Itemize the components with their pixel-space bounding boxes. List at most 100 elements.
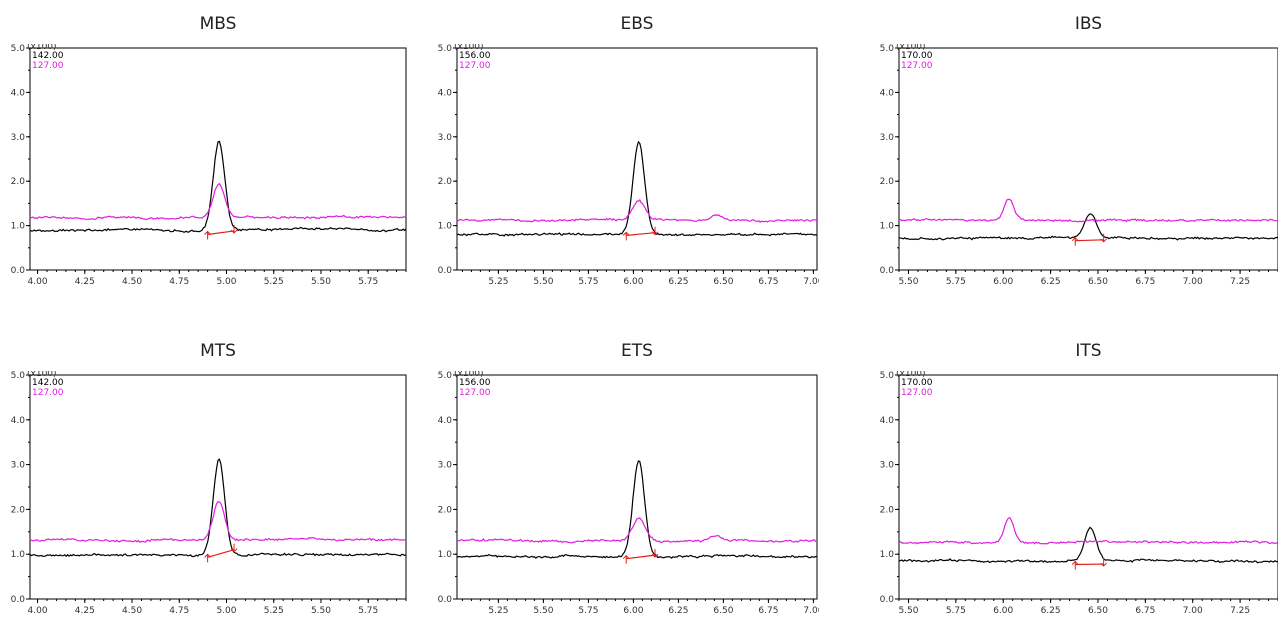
- series-line: [30, 459, 406, 556]
- legend-entry: 170.00: [901, 51, 933, 61]
- x-tick-label: 6.25: [1041, 606, 1061, 616]
- x-tick-label: 6.50: [1088, 277, 1108, 287]
- x-tick-label: 5.75: [946, 606, 966, 616]
- integration-baseline: [1075, 240, 1103, 241]
- peak-start-marker: [1072, 238, 1078, 246]
- y-tick-label: 1.0: [438, 550, 453, 560]
- series-line: [457, 200, 817, 222]
- chart-title: MBS: [30, 14, 406, 34]
- y-tick-label: 0.0: [880, 595, 895, 605]
- integration-baseline: [626, 555, 655, 559]
- y-tick-label: 4.0: [11, 88, 26, 98]
- x-tick-label: 4.50: [122, 606, 142, 616]
- y-tick-label: 5.0: [11, 44, 26, 54]
- x-tick-label: 5.00: [216, 606, 236, 616]
- x-tick-label: 4.25: [75, 277, 95, 287]
- peak-start-marker: [623, 556, 629, 564]
- chart-title: ITS: [899, 341, 1278, 361]
- x-tick-label: 4.00: [28, 277, 48, 287]
- peak-start-marker: [623, 232, 629, 240]
- y-tick-label: 3.0: [438, 133, 453, 143]
- x-tick-label: 5.75: [358, 606, 378, 616]
- y-tick-label: 0.0: [880, 266, 895, 276]
- legend-entry: 142.00: [32, 378, 64, 388]
- legend-entry: 127.00: [32, 61, 64, 71]
- series-line: [899, 214, 1278, 240]
- integration-baseline: [208, 550, 234, 558]
- legend-entry: 170.00: [901, 378, 933, 388]
- chart-title: ETS: [457, 341, 817, 361]
- plot-frame: [899, 375, 1278, 599]
- y-tick-label: 4.0: [880, 88, 895, 98]
- y-tick-label: 3.0: [438, 461, 453, 471]
- y-tick-label: 4.0: [438, 88, 453, 98]
- y-tick-label: 3.0: [11, 461, 26, 471]
- y-tick-label: 1.0: [438, 222, 453, 232]
- x-tick-label: 5.50: [898, 606, 918, 616]
- x-tick-label: 5.50: [898, 277, 918, 287]
- x-tick-label: 6.00: [993, 277, 1013, 287]
- x-tick-label: 4.00: [28, 606, 48, 616]
- peak-start-marker: [1072, 562, 1078, 570]
- chart-title: EBS: [457, 14, 817, 34]
- legend-entry: 156.00: [459, 378, 491, 388]
- y-tick-label: 2.0: [11, 505, 26, 515]
- x-tick-label: 7.00: [803, 277, 819, 287]
- y-tick-label: 5.0: [438, 44, 453, 54]
- y-tick-label: 3.0: [880, 461, 895, 471]
- y-tick-label: 3.0: [11, 133, 26, 143]
- x-tick-label: 6.50: [713, 606, 733, 616]
- x-tick-label: 6.75: [758, 277, 778, 287]
- legend-entry: 127.00: [459, 388, 491, 398]
- x-tick-label: 4.25: [75, 606, 95, 616]
- y-tick-label: 5.0: [880, 371, 895, 381]
- x-tick-label: 7.00: [803, 606, 819, 616]
- series-line: [30, 502, 406, 542]
- x-tick-label: 6.75: [1135, 277, 1155, 287]
- y-tick-label: 4.0: [880, 416, 895, 426]
- y-tick-label: 2.0: [438, 177, 453, 187]
- legend-entry: 127.00: [459, 61, 491, 71]
- y-tick-label: 4.0: [11, 416, 26, 426]
- legend-entry: 142.00: [32, 51, 64, 61]
- x-tick-label: 6.00: [623, 606, 643, 616]
- peak-start-marker: [205, 231, 211, 239]
- y-tick-label: 1.0: [11, 550, 26, 560]
- x-tick-label: 7.00: [1183, 277, 1203, 287]
- integration-baseline: [626, 233, 655, 236]
- x-tick-label: 6.25: [668, 606, 688, 616]
- y-tick-label: 1.0: [880, 222, 895, 232]
- x-tick-label: 5.50: [533, 277, 553, 287]
- x-tick-label: 5.75: [578, 277, 598, 287]
- y-tick-label: 5.0: [438, 371, 453, 381]
- plot-frame: [457, 48, 817, 270]
- x-tick-label: 5.25: [488, 606, 508, 616]
- x-tick-label: 5.75: [358, 277, 378, 287]
- plot-frame: [899, 48, 1278, 270]
- x-tick-label: 5.50: [533, 606, 553, 616]
- legend-entry: 127.00: [901, 61, 933, 71]
- x-tick-label: 6.50: [713, 277, 733, 287]
- plot-frame: [30, 375, 406, 599]
- x-tick-label: 4.75: [169, 606, 189, 616]
- x-tick-label: 6.50: [1088, 606, 1108, 616]
- y-tick-label: 2.0: [438, 505, 453, 515]
- y-tick-label: 2.0: [880, 505, 895, 515]
- peak-end-marker: [1101, 558, 1107, 566]
- y-tick-label: 1.0: [11, 222, 26, 232]
- series-line: [899, 199, 1278, 222]
- plot-frame: [457, 375, 817, 599]
- series-line: [30, 184, 406, 220]
- series-line: [457, 461, 817, 558]
- series-line: [899, 527, 1278, 562]
- y-tick-label: 0.0: [438, 266, 453, 276]
- x-tick-label: 6.25: [668, 277, 688, 287]
- x-tick-label: 7.25: [1230, 277, 1250, 287]
- y-tick-label: 4.0: [438, 416, 453, 426]
- x-tick-label: 5.25: [488, 277, 508, 287]
